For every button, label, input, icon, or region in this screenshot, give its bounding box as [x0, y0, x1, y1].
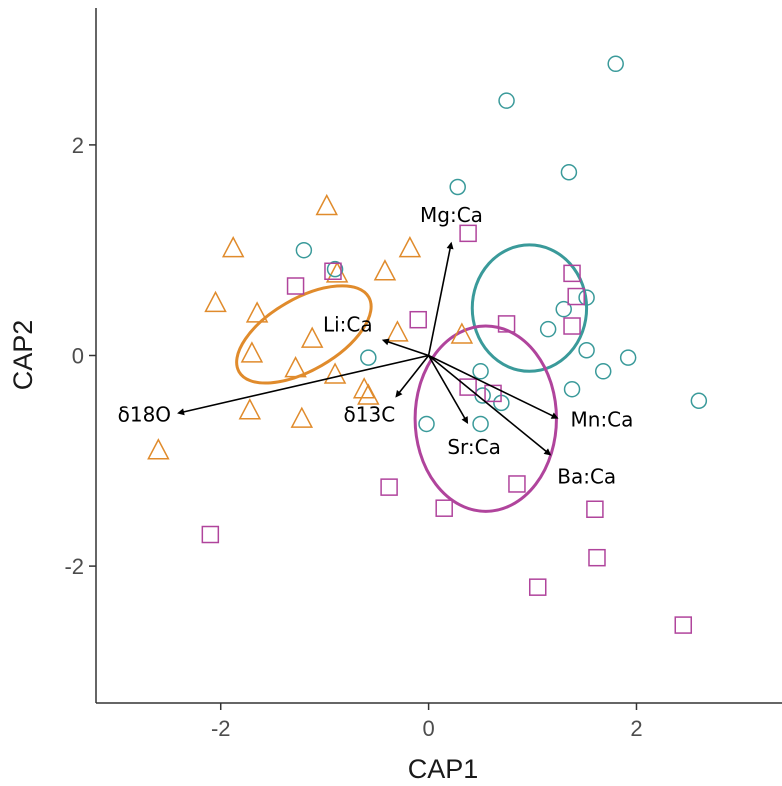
circle-point — [619, 349, 637, 366]
triangle-point — [323, 362, 347, 384]
vector-arrow — [428, 354, 551, 455]
triangle-point — [386, 320, 409, 342]
square-point — [459, 378, 477, 396]
group-ellipse-circle — [470, 243, 589, 373]
y-axis-title: CAP2 — [8, 320, 38, 391]
triangle-point — [315, 193, 338, 216]
square-point — [674, 616, 693, 634]
circle-point — [578, 289, 595, 306]
circle-point — [578, 341, 595, 359]
square-point — [380, 478, 398, 496]
vector-label: δ13C — [344, 403, 396, 427]
square-point — [588, 548, 606, 567]
x-tick-label: 0 — [422, 716, 434, 741]
group-ellipse-triangle — [235, 284, 373, 385]
triangle-point — [147, 438, 170, 460]
square-point — [563, 317, 581, 335]
square-point — [528, 578, 547, 596]
square-point — [201, 525, 220, 544]
square-point — [409, 310, 427, 329]
y-tick-label: 0 — [72, 344, 84, 369]
vectors-layer: Mg:Ca Li:Ca δ18O δ13C Sr:Ca Mn:Ca Ba:Ca — [118, 203, 634, 489]
vector-arrowhead — [461, 416, 469, 424]
vector-arrowhead — [381, 338, 390, 346]
vector-arrowhead — [543, 448, 552, 456]
circle-point — [326, 260, 344, 278]
circle-point — [555, 300, 572, 318]
circle-point — [418, 415, 435, 433]
circle-point — [295, 241, 313, 259]
vector-arrowhead — [177, 408, 185, 416]
triangle-point — [450, 322, 474, 344]
vector-arrow — [178, 354, 429, 414]
vector-arrowhead — [395, 389, 403, 398]
y-tick-label: 2 — [72, 133, 84, 158]
circle-point — [498, 92, 515, 109]
circle-point — [539, 320, 557, 338]
triangle-point — [238, 398, 262, 420]
square-point — [459, 224, 477, 243]
triangle-point — [240, 341, 264, 363]
square-point — [563, 264, 581, 283]
square-point — [586, 500, 604, 518]
square-point — [324, 262, 342, 281]
square-point — [497, 315, 516, 333]
circle-point — [449, 178, 466, 196]
triangle-point — [221, 235, 245, 258]
triangle-point — [245, 301, 269, 323]
circle-point — [560, 164, 578, 181]
circle-point — [360, 349, 377, 366]
triangle-point — [398, 235, 422, 258]
triangle-point — [373, 259, 397, 281]
vector-label: Ba:Ca — [557, 465, 616, 489]
ticks-layer: -2 0 2 -2 0 2 — [64, 133, 642, 741]
triangle-point — [204, 290, 227, 313]
square-point — [567, 287, 585, 306]
vector-arrow — [383, 339, 429, 357]
triangle-point — [300, 326, 324, 348]
vector-label: Sr:Ca — [447, 435, 501, 459]
triangle-point — [357, 383, 380, 405]
x-tick-label: 2 — [630, 716, 642, 741]
circle-point — [607, 55, 624, 73]
vector-arrow — [395, 355, 430, 397]
square-point — [286, 277, 305, 295]
vector-arrowhead — [446, 241, 454, 250]
x-tick-label: -2 — [211, 716, 231, 741]
vector-arrow — [427, 243, 452, 356]
circle-point — [594, 363, 612, 380]
square-point — [484, 384, 502, 403]
circle-point — [690, 392, 708, 410]
vector-arrowhead — [550, 412, 559, 419]
vector-arrow — [428, 354, 558, 419]
circle-point — [563, 380, 581, 398]
vector-arrow — [427, 355, 468, 423]
points-layer — [147, 55, 708, 634]
vector-label: Mg:Ca — [420, 203, 483, 227]
square-point — [435, 499, 453, 517]
vector-label: Mn:Ca — [571, 408, 634, 432]
circle-point — [472, 415, 489, 433]
x-axis-title: CAP1 — [408, 754, 479, 784]
vector-label: Li:Ca — [323, 313, 373, 337]
circle-point — [472, 363, 489, 380]
triangle-point — [290, 406, 314, 428]
y-tick-label: -2 — [64, 554, 84, 579]
triangle-point — [284, 356, 307, 378]
square-point — [508, 475, 526, 493]
vector-label: δ18O — [118, 402, 171, 426]
